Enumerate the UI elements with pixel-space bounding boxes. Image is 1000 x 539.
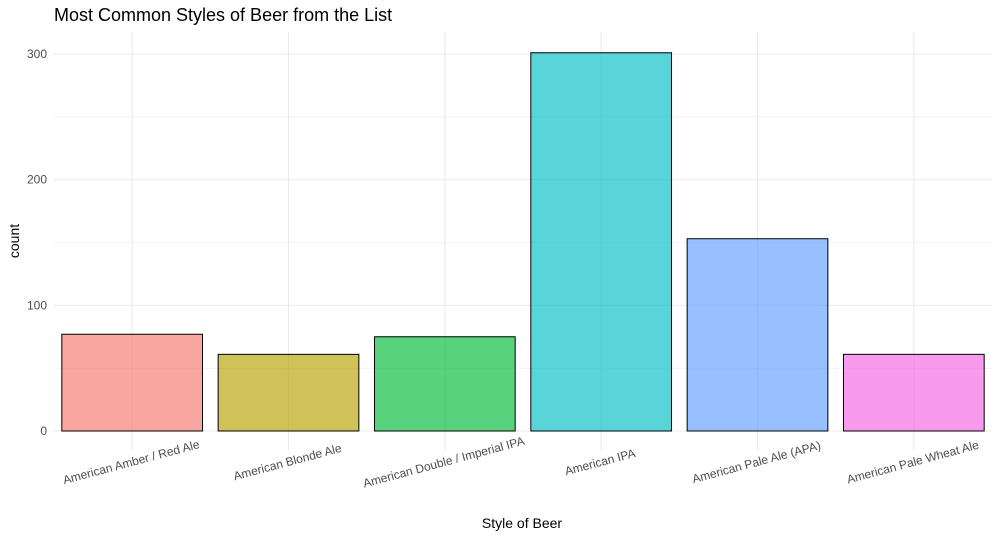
y-tick-label: 200	[27, 173, 47, 187]
bar	[842, 353, 985, 432]
x-tick-label: American Double / Imperial IPA	[362, 434, 526, 491]
x-tick-label: American Pale Wheat Ale	[845, 438, 980, 487]
chart-title: Most Common Styles of Beer from the List	[54, 5, 393, 25]
x-tick-label: American Blonde Ale	[232, 441, 344, 483]
bar	[373, 336, 516, 432]
bar	[686, 238, 829, 432]
x-axis-title: Style of Beer	[482, 515, 562, 531]
y-axis-ticks: 0 100 200 300	[27, 47, 47, 438]
x-tick-label: American IPA	[563, 446, 637, 478]
x-tick-label: American Amber / Red Ale	[61, 437, 201, 487]
bars	[61, 52, 985, 432]
y-tick-label: 0	[40, 424, 47, 438]
bar	[61, 333, 204, 432]
y-tick-label: 100	[27, 298, 47, 312]
bar	[530, 52, 673, 432]
x-tick-label: American Pale Ale (APA)	[691, 438, 823, 486]
y-tick-label: 300	[27, 47, 47, 61]
x-axis-ticks: American Amber / Red Ale American Blonde …	[61, 434, 980, 491]
bar	[217, 353, 360, 432]
y-axis-title: count	[6, 224, 22, 258]
